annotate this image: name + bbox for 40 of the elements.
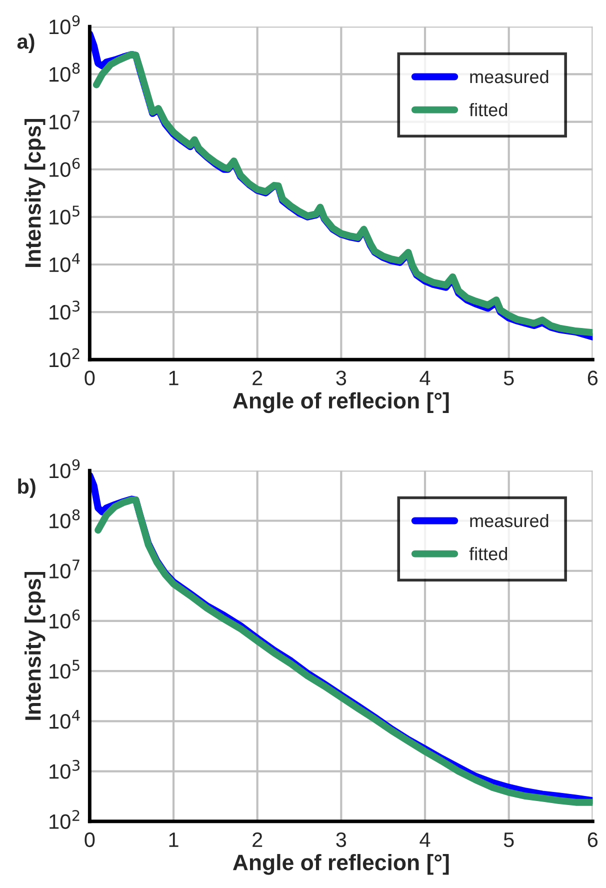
x-tick-label: 4 <box>420 370 430 386</box>
y-tick-label: 10$^{6}$ <box>50 158 80 177</box>
x-tick-label: 0 <box>84 370 95 386</box>
x-axis-title: Angle of reflecion [°] <box>232 392 449 414</box>
y-tick-label: 10$^{9}$ <box>50 15 80 34</box>
y-tick-label: 10$^{8}$ <box>50 509 80 528</box>
y-tick-label: 10$^{3}$ <box>50 760 80 779</box>
y-tick-label: 10$^{5}$ <box>50 206 80 225</box>
x-tick-label: 5 <box>504 370 514 386</box>
y-tick-label: 10$^{3}$ <box>50 300 80 320</box>
x-tick-label: 2 <box>252 370 262 386</box>
y-axis-title: Intensity [cps] <box>24 572 46 720</box>
y-tick-label: 10$^{9}$ <box>50 459 80 478</box>
y-tick-label: 10$^{4}$ <box>50 253 80 272</box>
legend-label: measured <box>470 514 548 528</box>
y-tick-label: 10$^{4}$ <box>50 710 80 729</box>
x-tick-label: 4 <box>420 832 430 847</box>
x-tick-label: 5 <box>504 832 514 848</box>
y-tick-label: 10$^{2}$ <box>50 810 80 829</box>
y-axis-title: Intensity [cps] <box>24 119 46 267</box>
y-tick-label: 10$^{6}$ <box>50 610 80 629</box>
x-tick-label: 3 <box>336 370 346 386</box>
y-tick-label: 10$^{7}$ <box>50 110 80 130</box>
x-tick-label: 0 <box>84 832 95 848</box>
y-tick-label: 10$^{7}$ <box>50 560 80 578</box>
legend-label: fitted <box>469 103 508 116</box>
y-tick-label: 10$^{8}$ <box>50 62 80 82</box>
x-tick-label: 6 <box>588 832 598 848</box>
legend-label: measured <box>470 70 548 84</box>
x-tick-label: 2 <box>252 832 262 847</box>
x-tick-label: 1 <box>169 832 178 847</box>
y-tick-label: 10$^{5}$ <box>50 660 80 679</box>
x-tick-label: 6 <box>588 370 598 386</box>
chart-title: a) <box>17 34 34 53</box>
y-tick-label: 10$^{2}$ <box>50 348 80 368</box>
x-axis-title: Angle of reflecion [°] <box>232 854 449 875</box>
legend-label: fitted <box>469 547 508 560</box>
x-tick-label: 3 <box>336 832 346 848</box>
chart-title: b) <box>18 478 36 498</box>
x-tick-label: 1 <box>169 370 178 386</box>
